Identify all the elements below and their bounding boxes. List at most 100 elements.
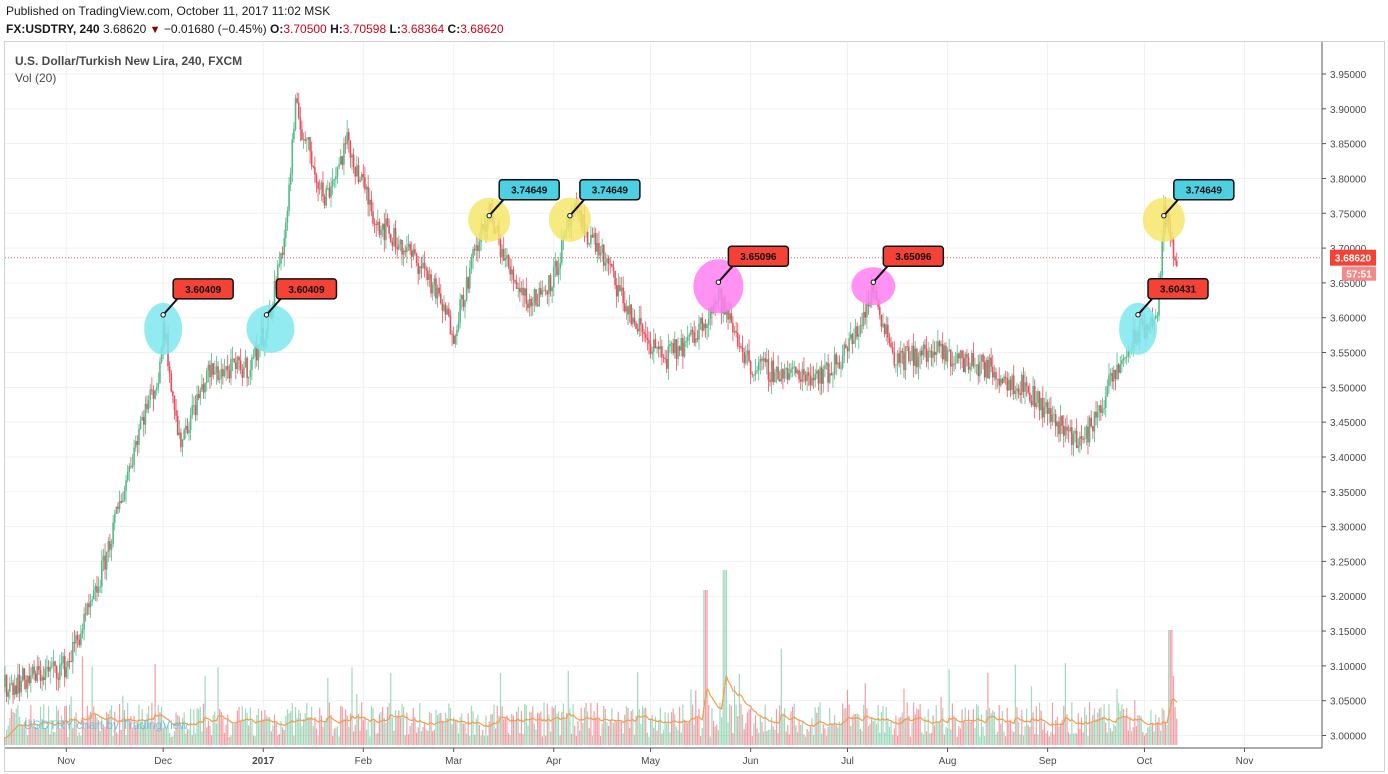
candle-body	[13, 685, 16, 695]
volume-bar	[35, 727, 37, 745]
volume-bar	[1026, 708, 1028, 745]
volume-bar	[480, 735, 482, 745]
candle-body	[665, 358, 668, 369]
volume-bar	[1108, 703, 1110, 745]
volume-bar	[1055, 720, 1057, 745]
candle-body	[470, 257, 473, 269]
volume-bar	[819, 702, 821, 745]
candle-body	[795, 366, 797, 374]
candle-body	[230, 359, 232, 379]
volume-bar	[638, 709, 640, 745]
candle-body	[670, 343, 673, 345]
volume-bar	[535, 729, 537, 745]
price-callout-box[interactable]	[579, 178, 641, 201]
candle-body	[1067, 430, 1070, 432]
candle-body	[146, 403, 148, 410]
volume-bar	[378, 714, 381, 745]
candle-body	[312, 165, 315, 168]
candle-body	[919, 350, 921, 357]
volume-bar	[766, 731, 768, 745]
volume-bar	[938, 723, 941, 745]
symbol-name[interactable]: FX:USDTRY, 240	[6, 22, 100, 36]
volume-bar	[323, 721, 326, 745]
volume-bar	[821, 733, 823, 745]
open-value: 3.70500	[283, 22, 327, 36]
candle-body	[525, 288, 528, 304]
volume-bar	[483, 735, 485, 745]
candle-body	[1041, 397, 1044, 418]
volume-bar	[774, 729, 776, 745]
cyan-highlight-circle	[144, 302, 183, 355]
candle-body	[469, 268, 471, 289]
volume-bar	[30, 705, 32, 745]
volume-bar	[753, 723, 755, 745]
price-callout-label: 3.65096	[895, 252, 932, 263]
volume-bar	[593, 711, 595, 745]
volume-bar	[359, 730, 361, 745]
chart-frame[interactable]	[4, 41, 1385, 772]
candle-body	[590, 234, 592, 244]
volume-bar	[717, 730, 719, 745]
candle-body	[757, 362, 760, 371]
candle-body	[588, 243, 591, 245]
volume-bar	[961, 709, 963, 745]
candle-body	[460, 295, 463, 300]
volume-bar	[787, 724, 789, 745]
volume-bar	[299, 713, 301, 745]
price-callout-box[interactable]	[882, 245, 945, 267]
volume-bar	[1027, 725, 1029, 745]
volume-bar	[1000, 723, 1002, 745]
volume-bar	[984, 735, 986, 745]
volume-bar	[457, 733, 460, 745]
candle-body	[386, 218, 389, 226]
volume-bar	[953, 715, 955, 745]
candle-body	[41, 677, 43, 681]
candle-body	[846, 348, 849, 352]
volume-bar	[191, 735, 193, 745]
candle-body	[920, 350, 923, 356]
candle-body	[302, 139, 305, 141]
volume-bar	[81, 656, 84, 745]
price-callout-box[interactable]	[1147, 277, 1209, 300]
candle-body	[883, 324, 886, 335]
candle-body	[911, 345, 913, 361]
candle-body	[418, 266, 421, 274]
candle-body	[36, 665, 39, 681]
candle-body	[788, 373, 791, 380]
volume-bar	[727, 722, 729, 745]
candle-body	[473, 249, 476, 251]
volume-bar	[1017, 721, 1020, 745]
candle-body	[514, 279, 516, 282]
callout-anchor-dot	[870, 279, 877, 285]
volume-bar	[370, 705, 372, 745]
candle-body	[367, 186, 369, 205]
price-callout-box[interactable]	[275, 278, 338, 300]
volume-bar	[1106, 732, 1108, 745]
volume-bar	[921, 732, 923, 745]
price-callout-box[interactable]	[172, 278, 234, 300]
candle-body	[895, 364, 897, 366]
candle-body	[940, 343, 942, 347]
candle-body	[465, 277, 468, 301]
volume-bar	[272, 725, 274, 745]
candle-body	[186, 425, 189, 434]
volume-bar	[1079, 728, 1081, 745]
volume-bar	[186, 729, 188, 745]
candle-body	[946, 350, 949, 362]
candle-body	[1017, 388, 1020, 394]
volume-bar	[698, 709, 700, 745]
candle-body	[475, 245, 478, 251]
price-callout-box[interactable]	[1173, 178, 1235, 201]
candle-body	[205, 370, 208, 383]
price-callout-box[interactable]	[727, 245, 790, 267]
candle-body	[657, 346, 660, 350]
candle-body	[75, 635, 77, 644]
candle-body	[133, 447, 135, 466]
candle-body	[21, 668, 24, 681]
candle-body	[370, 199, 373, 212]
price-callout-box[interactable]	[498, 178, 560, 201]
candle-body	[619, 285, 621, 292]
volume-bar	[170, 736, 172, 745]
volume-bar	[549, 731, 552, 745]
